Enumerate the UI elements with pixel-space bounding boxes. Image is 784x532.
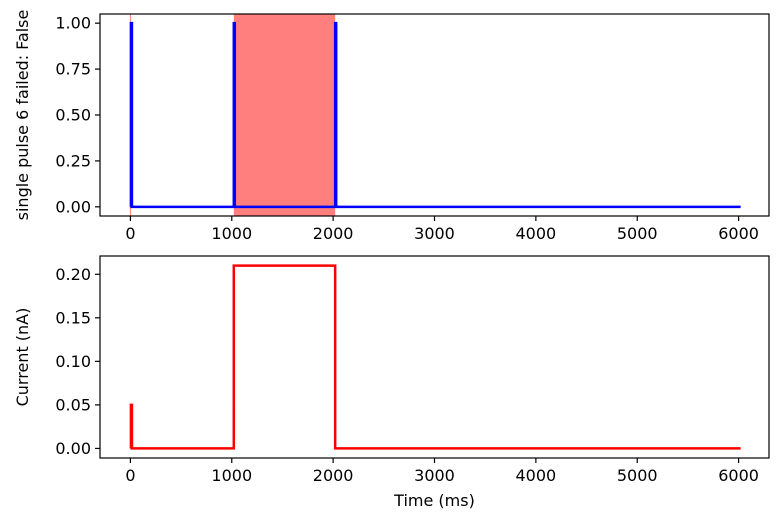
highlight-span-1 — [233, 14, 336, 216]
x-tick-label: 4000 — [516, 466, 557, 485]
y-axis-label: Current (nA) — [13, 308, 32, 407]
x-tick-label: 2000 — [313, 466, 354, 485]
y-tick-label: 0.50 — [55, 106, 91, 125]
axes-frame — [99, 13, 770, 217]
y-tick-label: 0.00 — [55, 439, 91, 458]
x-axis-label: Time (ms) — [393, 491, 475, 510]
series-line-0 — [129, 264, 741, 450]
x-tick-label: 6000 — [718, 466, 759, 485]
x-tick-label: 5000 — [617, 224, 658, 243]
y-axis-label: single pulse 6 failed: False — [13, 10, 32, 221]
x-tick-label: 1000 — [211, 466, 252, 485]
plot-area — [129, 264, 741, 450]
x-tick-label: 2000 — [313, 224, 354, 243]
x-tick-label: 5000 — [617, 466, 658, 485]
top-subplot: 0 1000 2000 3000 4000 5000 6000 0.00 0.25 0.50 0.7… — [13, 10, 770, 243]
y-tick-label: 0.20 — [55, 265, 91, 284]
y-tick-label: 0.05 — [55, 395, 91, 414]
bottom-subplot: 0 1000 2000 3000 4000 5000 6000 0.00 0.05 0.10 0.1… — [13, 255, 770, 510]
y-tick-label: 0.25 — [55, 151, 91, 170]
x-tick-label: 0 — [125, 466, 135, 485]
x-tick-label: 3000 — [414, 466, 455, 485]
y-tick-label: 0.10 — [55, 352, 91, 371]
x-tick-label: 1000 — [211, 224, 252, 243]
plot-area — [129, 14, 741, 216]
x-tick-label: 0 — [125, 224, 135, 243]
y-tick-label: 0.75 — [55, 60, 91, 79]
x-tick-label: 6000 — [718, 224, 759, 243]
y-tick-label: 0.00 — [55, 197, 91, 216]
y-tick-label: 0.15 — [55, 308, 91, 327]
y-tick-label: 1.00 — [55, 14, 91, 33]
series-line-0 — [129, 21, 741, 209]
x-tick-label: 3000 — [414, 224, 455, 243]
x-tick-label: 4000 — [516, 224, 557, 243]
axes-frame — [99, 255, 770, 459]
